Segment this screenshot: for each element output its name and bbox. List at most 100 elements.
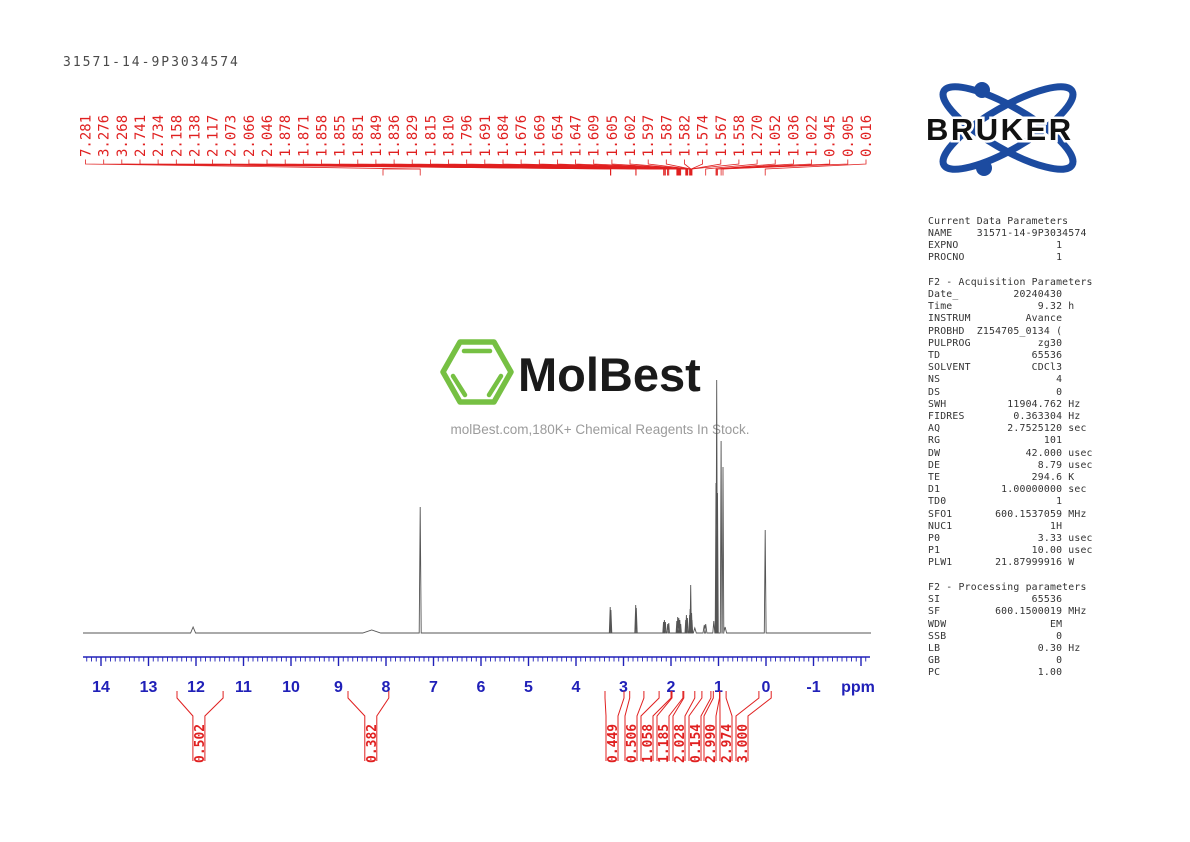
- integral-value: 3.000: [736, 724, 751, 763]
- integral-value: 2.990: [704, 724, 719, 763]
- bruker-logo: BRUKER: [924, 82, 1077, 176]
- axis-tick-label: 3: [619, 679, 628, 696]
- peak-shift-label: 1.836: [387, 115, 403, 157]
- peak-shift-label: 0.945: [823, 115, 839, 157]
- integral-value: 0.154: [689, 724, 704, 763]
- acquisition-parameters-panel: Current Data Parameters NAME 31571-14-9P…: [928, 215, 1093, 679]
- watermark-tagline: molBest.com,180K+ Chemical Reagents In S…: [450, 422, 750, 437]
- axis-tick-label: 5: [524, 679, 533, 696]
- peak-leader-line: [705, 159, 758, 176]
- axis-tick-label: 6: [477, 679, 486, 696]
- peak-shift-label: 1.855: [333, 115, 349, 157]
- peak-shift-label: 2.734: [151, 115, 167, 157]
- x-axis: [83, 656, 870, 666]
- axis-tick-label: 11: [235, 679, 252, 696]
- integral-funnel: [735, 691, 772, 761]
- axis-tick-label: 8: [382, 679, 391, 696]
- peak-shift-label: 1.684: [496, 115, 512, 157]
- peak-shift-label: 1.815: [423, 115, 439, 157]
- peak-shift-label: 1.669: [532, 115, 548, 157]
- peak-shift-label: 2.117: [206, 115, 222, 157]
- peak-leader-line: [764, 159, 867, 176]
- axis-tick-label: 14: [92, 679, 110, 696]
- axis-tick-label: 1: [714, 679, 723, 696]
- axis-tick-label: 0: [762, 679, 771, 696]
- peak-leader-line: [691, 159, 740, 176]
- peak-shift-label: 1.609: [587, 115, 603, 157]
- peak-shift-label: 2.158: [169, 115, 185, 157]
- peak-label-annotations: [85, 159, 867, 176]
- peak-label-texts: 7.281 3.276 3.268 2.741 2.734 2.158 2.138 2.117…: [79, 115, 876, 157]
- integral-value: 0.449: [606, 724, 621, 763]
- peak-shift-label: 1.574: [696, 115, 712, 157]
- integral-funnel: [604, 691, 625, 761]
- peak-shift-label: 1.676: [514, 115, 530, 157]
- peak-shift-label: 3.268: [115, 115, 131, 157]
- axis-tick-label: 2: [667, 679, 676, 696]
- integral-value: 0.502: [193, 724, 208, 763]
- integral-funnel: [656, 691, 684, 761]
- peak-shift-label: 1.597: [641, 115, 657, 157]
- peak-shift-label: 1.858: [315, 115, 331, 157]
- integral-funnel: [347, 691, 390, 761]
- peak-shift-label: 1.602: [623, 115, 639, 157]
- peak-leader-line: [715, 159, 776, 176]
- peak-shift-label: 7.281: [79, 115, 95, 157]
- axis-tick-label: -1: [806, 679, 820, 696]
- peak-shift-label: 1.849: [369, 115, 385, 157]
- peak-leader-line: [575, 159, 689, 176]
- integral-value-texts: 0.502 0.382 0.449 0.506 1.058 1.185 2.028 0.154…: [193, 724, 751, 763]
- integral-value: 2.028: [673, 724, 688, 763]
- axis-tick-label: 9: [334, 679, 343, 696]
- peak-shift-label: 1.654: [550, 115, 566, 157]
- peak-shift-label: 0.016: [859, 115, 875, 157]
- integral-funnel: [624, 691, 645, 761]
- peak-shift-label: 1.270: [750, 115, 766, 157]
- integral-funnel: [672, 691, 696, 761]
- integral-funnel: [688, 691, 712, 761]
- bruker-wordmark: BRUKER: [926, 112, 1074, 147]
- peak-shift-label: 1.582: [678, 115, 694, 157]
- peak-leader-line: [85, 159, 421, 176]
- peak-shift-label: 1.036: [786, 115, 802, 157]
- peak-shift-label: 0.905: [841, 115, 857, 157]
- peak-shift-label: 1.558: [732, 115, 748, 157]
- axis-tick-label: 7: [429, 679, 438, 696]
- peak-shift-label: 2.741: [133, 115, 149, 157]
- spectrum-trace: [83, 379, 871, 634]
- axis-tick-label: 4: [572, 679, 581, 696]
- peak-shift-label: 1.587: [659, 115, 675, 157]
- peak-shift-label: 1.871: [296, 115, 312, 157]
- peak-shift-label: 1.022: [805, 115, 821, 157]
- integral-value: 2.974: [720, 724, 735, 763]
- benzene-hexagon-icon: [440, 339, 514, 405]
- peak-shift-label: 1.851: [351, 115, 367, 157]
- peak-shift-label: 1.829: [405, 115, 421, 157]
- axis-tick-label: 12: [187, 679, 205, 696]
- peak-shift-label: 1.691: [478, 115, 494, 157]
- peak-shift-label: 1.605: [605, 115, 621, 157]
- bruker-atom-orbits-icon: [939, 82, 1077, 176]
- integral-value: 0.382: [365, 724, 380, 763]
- peak-shift-label: 1.796: [460, 115, 476, 157]
- peak-leader-line: [722, 159, 849, 176]
- peak-region-bracket: [382, 168, 421, 176]
- peak-leader-line: [647, 159, 691, 176]
- peak-shift-label: 1.647: [569, 115, 585, 157]
- peak-shift-label: 2.138: [187, 115, 203, 157]
- peak-leader-line: [720, 159, 831, 176]
- x-axis-labels: 14 13 12 11 10 9 8 7 6 5 4 3 2 1 0 -1 ppm: [92, 679, 875, 696]
- watermark-brand-name: MolBest: [518, 347, 701, 401]
- integral-value: 1.058: [641, 724, 656, 763]
- peak-shift-label: 2.046: [260, 115, 276, 157]
- integral-annotations: [176, 691, 772, 761]
- axis-tick-label: 10: [282, 679, 300, 696]
- watermark: MolBest molBest.com,180K+ Chemical Reage…: [440, 338, 770, 437]
- sample-title: 31571-14-9P3034574: [63, 55, 240, 70]
- axis-tick-label: 13: [140, 679, 158, 696]
- integral-value: 0.506: [625, 724, 640, 763]
- peak-leader-line: [716, 159, 794, 176]
- peak-shift-label: 1.567: [714, 115, 730, 157]
